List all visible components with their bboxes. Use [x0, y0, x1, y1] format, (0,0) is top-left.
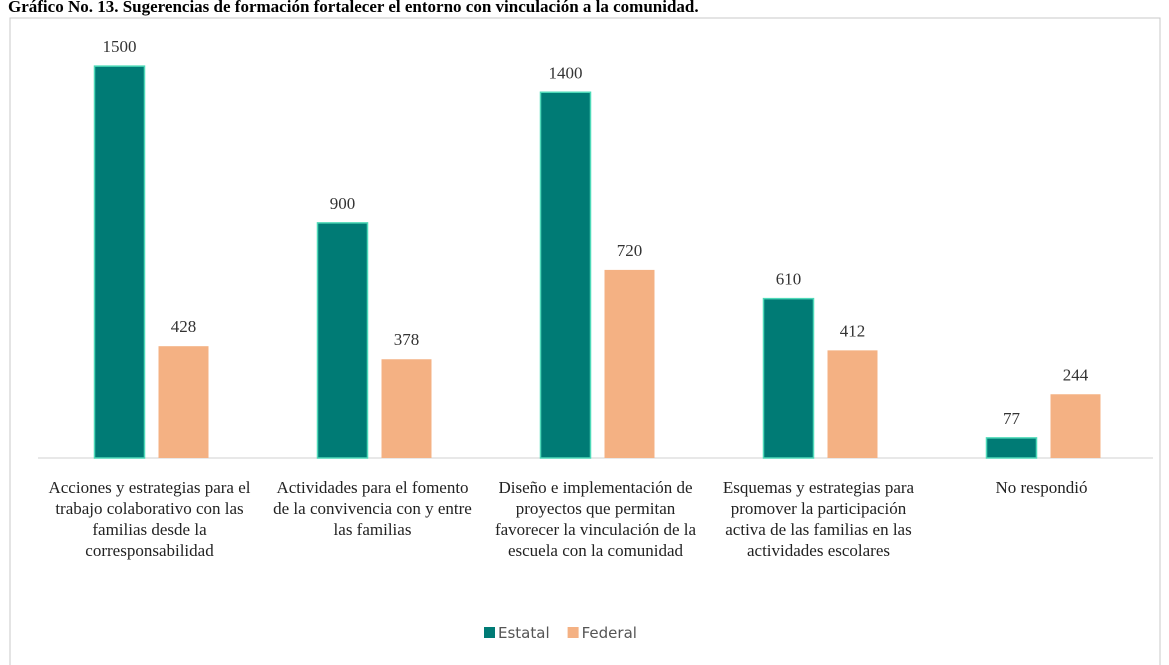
value-label: 428 — [171, 317, 197, 336]
x-tick-label: Actividades para el fomento de la convive… — [273, 478, 472, 539]
legend-label: Federal — [582, 624, 637, 642]
legend-swatch — [567, 627, 579, 638]
value-label: 378 — [394, 330, 420, 349]
value-label: 1500 — [103, 37, 137, 56]
x-tick-label: Acciones y estrategias para el trabajo co… — [48, 478, 250, 560]
bar — [827, 350, 878, 458]
bar — [93, 65, 146, 459]
value-label: 412 — [840, 321, 866, 340]
value-label: 244 — [1063, 365, 1089, 384]
value-label: 610 — [776, 270, 802, 289]
bar — [316, 222, 369, 459]
bar — [381, 359, 432, 458]
value-label: 77 — [1003, 409, 1021, 428]
bar — [539, 91, 592, 459]
legend-swatch — [484, 627, 495, 638]
value-label: 1400 — [549, 63, 583, 82]
x-tick-label: Diseño e implementación de proyectos que … — [495, 478, 697, 560]
x-tick-label: No respondió — [995, 478, 1087, 497]
bar — [158, 346, 209, 458]
value-label: 900 — [330, 194, 356, 213]
chart-title: Gráfico No. 13. Sugerencias de formación… — [8, 0, 699, 16]
bar — [762, 297, 815, 459]
value-label: 720 — [617, 241, 643, 260]
bar — [985, 437, 1038, 459]
bar — [1050, 394, 1101, 458]
bar — [604, 269, 655, 458]
x-tick-label: Esquemas y estrategias para promover la p… — [723, 478, 915, 560]
legend-label: Estatal — [498, 624, 550, 642]
chart-frame — [9, 17, 1161, 665]
